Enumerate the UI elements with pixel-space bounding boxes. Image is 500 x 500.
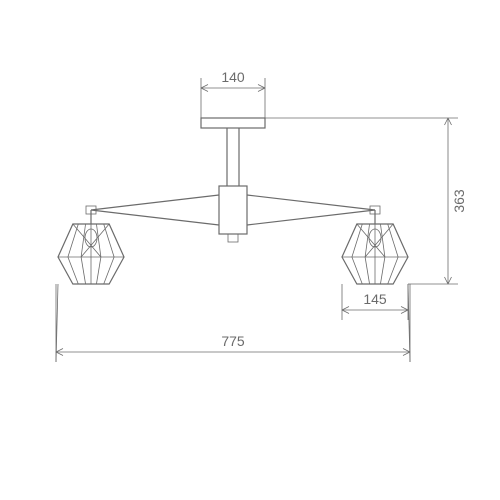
fixture [58,118,408,284]
dimensions [56,78,458,362]
dim-shade-width: 145 [363,291,387,307]
dim-bottom-width: 775 [221,333,245,349]
shade-right [342,224,408,284]
dim-right-height: 363 [451,189,467,213]
technical-drawing: 140 363 145 775 [0,0,500,500]
dim-top-width: 140 [221,69,245,85]
shade-left [58,224,124,284]
